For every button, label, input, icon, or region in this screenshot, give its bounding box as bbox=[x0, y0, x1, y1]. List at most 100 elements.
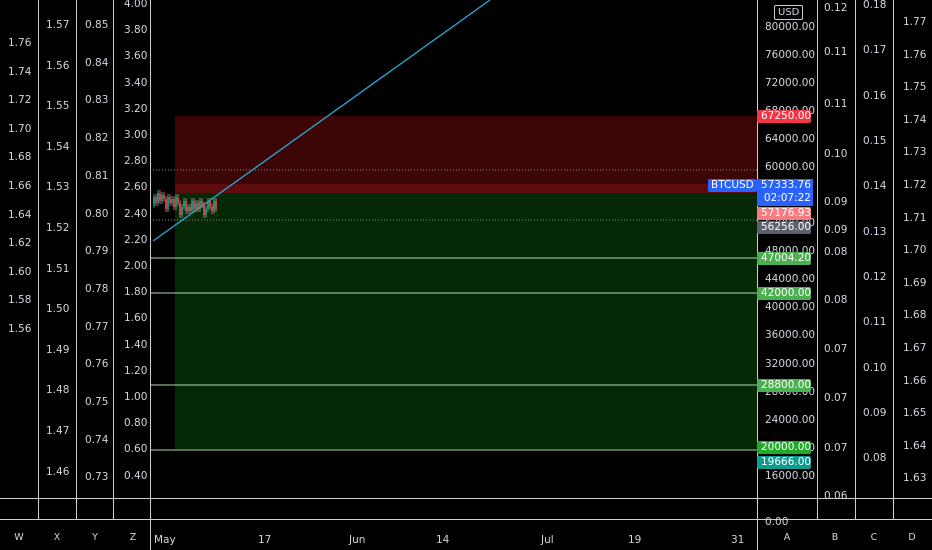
axis-divider bbox=[38, 0, 39, 519]
axis-tick-label: 1.60 bbox=[124, 312, 148, 325]
trendline[interactable] bbox=[152, 0, 491, 242]
axis-tick-label: 1.60 bbox=[8, 265, 32, 278]
take-profit-zone[interactable] bbox=[175, 192, 757, 449]
axis-divider bbox=[855, 0, 856, 519]
time-axis-label: 19 bbox=[628, 534, 642, 546]
price-badge[interactable]: 67250.00 bbox=[757, 110, 811, 123]
axis-tick-label: 0.08 bbox=[863, 452, 887, 464]
axis-tick-label: 0.16 bbox=[863, 90, 887, 102]
candle-body bbox=[191, 201, 193, 211]
entry-band bbox=[175, 184, 757, 193]
time-axis-label: 17 bbox=[258, 534, 272, 546]
candlesticks bbox=[153, 190, 217, 218]
axis-tick-label: 72000.00 bbox=[765, 77, 816, 89]
axis-tick-label: 3.20 bbox=[124, 102, 148, 115]
axis-tick-label: 0.76 bbox=[85, 358, 109, 371]
scale-button-a[interactable]: A bbox=[783, 532, 791, 543]
axis-tick-label: 0.80 bbox=[124, 417, 148, 430]
scale-button-w[interactable]: W bbox=[14, 532, 24, 543]
axis-tick-label: 0.12 bbox=[824, 2, 848, 14]
axis-tick-label: 1.20 bbox=[124, 364, 148, 377]
axis-tick-label: 1.67 bbox=[903, 342, 927, 354]
price-badge[interactable]: 28800.00 bbox=[757, 379, 811, 392]
candle-body bbox=[215, 201, 217, 209]
axis-tick-label: 0.09 bbox=[824, 196, 848, 208]
currency-label[interactable]: USD bbox=[774, 5, 804, 20]
last-price-value: 57333.76 bbox=[760, 179, 811, 191]
time-axis-label: 14 bbox=[436, 534, 450, 546]
axis-tick-label: 1.77 bbox=[903, 16, 927, 28]
axis-tick-label: 4.00 bbox=[124, 0, 148, 10]
axis-tick-label: 2.20 bbox=[124, 233, 148, 246]
candle-body bbox=[175, 197, 177, 207]
axis-tick-label: 0.08 bbox=[824, 294, 848, 306]
price-badge[interactable]: 56256.00 bbox=[757, 221, 811, 234]
axis-tick-label: 3.40 bbox=[124, 76, 148, 89]
axis-tick-label: 1.49 bbox=[46, 343, 70, 356]
axis-tick-label: 0.09 bbox=[863, 407, 887, 419]
candle-body bbox=[177, 197, 179, 203]
axis-tick-label: 0.85 bbox=[85, 19, 109, 31]
axis-tick-label: 1.56 bbox=[8, 323, 32, 335]
scale-button-z[interactable]: Z bbox=[129, 532, 137, 543]
axis-tick-label: 0.11 bbox=[824, 46, 848, 58]
axis-tick-label: 1.74 bbox=[8, 65, 32, 78]
time-axis-divider bbox=[0, 519, 932, 520]
axis-divider bbox=[76, 0, 77, 519]
scale-button-x[interactable]: X bbox=[53, 532, 61, 543]
candle-body bbox=[163, 195, 165, 199]
axis-tick-label: 1.69 bbox=[903, 276, 927, 289]
axis-tick-label: 2.00 bbox=[124, 260, 148, 272]
candle-body bbox=[171, 199, 173, 203]
price-badge[interactable]: 20000.00 bbox=[757, 441, 811, 454]
scale-button-b[interactable]: B bbox=[831, 532, 839, 543]
scale-button-d[interactable]: D bbox=[908, 532, 916, 543]
candle-body bbox=[213, 201, 215, 211]
axis-tick-label: 1.48 bbox=[46, 384, 70, 397]
axis-tick-label: 0.78 bbox=[85, 282, 109, 295]
axis-tick-label: 1.73 bbox=[903, 146, 927, 159]
axis-tick-label: 0.14 bbox=[863, 180, 887, 192]
axis-divider bbox=[757, 0, 758, 550]
candle-body bbox=[179, 203, 181, 215]
axis-tick-label: 0.18 bbox=[863, 0, 887, 11]
axis-tick-label: 0.10 bbox=[863, 362, 887, 374]
axis-tick-label: 3.80 bbox=[124, 24, 148, 37]
axis-tick-label: 1.64 bbox=[8, 208, 32, 221]
candle-body bbox=[197, 203, 199, 209]
axis-tick-label: 1.70 bbox=[8, 122, 32, 135]
price-badge[interactable]: 47004.20 bbox=[757, 252, 811, 265]
bar-countdown: 02:07:22 bbox=[763, 192, 811, 204]
price-badge[interactable]: 42000.00 bbox=[757, 287, 811, 300]
candle-body bbox=[203, 205, 205, 215]
axis-tick-label: 0.77 bbox=[85, 320, 109, 333]
scale-button-c[interactable]: C bbox=[870, 532, 878, 543]
axis-tick-label: 0.15 bbox=[863, 135, 887, 147]
axis-tick-label: 1.76 bbox=[903, 48, 927, 61]
axis-tick-label: 0.00 bbox=[765, 516, 789, 528]
symbol-badge[interactable]: BTCUSD bbox=[708, 179, 757, 192]
axis-tick-label: 0.80 bbox=[85, 207, 109, 220]
axis-tick-label: 1.54 bbox=[46, 140, 70, 153]
axis-tick-label: 1.76 bbox=[8, 37, 32, 49]
scale-button-y[interactable]: Y bbox=[92, 532, 98, 543]
axis-tick-label: 1.74 bbox=[903, 113, 927, 126]
axis-tick-label: 0.17 bbox=[863, 44, 887, 56]
time-axis-label: May bbox=[154, 534, 176, 546]
candle-body bbox=[199, 201, 201, 209]
price-badge[interactable]: 57176.93 bbox=[757, 207, 811, 220]
axis-tick-label: 0.84 bbox=[85, 56, 109, 69]
candle-body bbox=[173, 199, 175, 207]
last-price-badge[interactable]: 57333.76 02:07:22 bbox=[757, 179, 813, 206]
stop-loss-zone[interactable] bbox=[175, 116, 757, 192]
axis-tick-label: 0.10 bbox=[824, 148, 848, 160]
axis-tick-label: 0.11 bbox=[824, 98, 848, 110]
price-badge[interactable]: 19666.00 bbox=[757, 456, 811, 469]
axis-tick-label: 1.55 bbox=[46, 100, 70, 113]
axis-tick-label: 76000.00 bbox=[765, 49, 816, 61]
axis-tick-label: 36000.00 bbox=[765, 329, 816, 341]
axis-tick-label: 64000.00 bbox=[765, 133, 816, 145]
axis-tick-label: 1.68 bbox=[903, 309, 927, 322]
